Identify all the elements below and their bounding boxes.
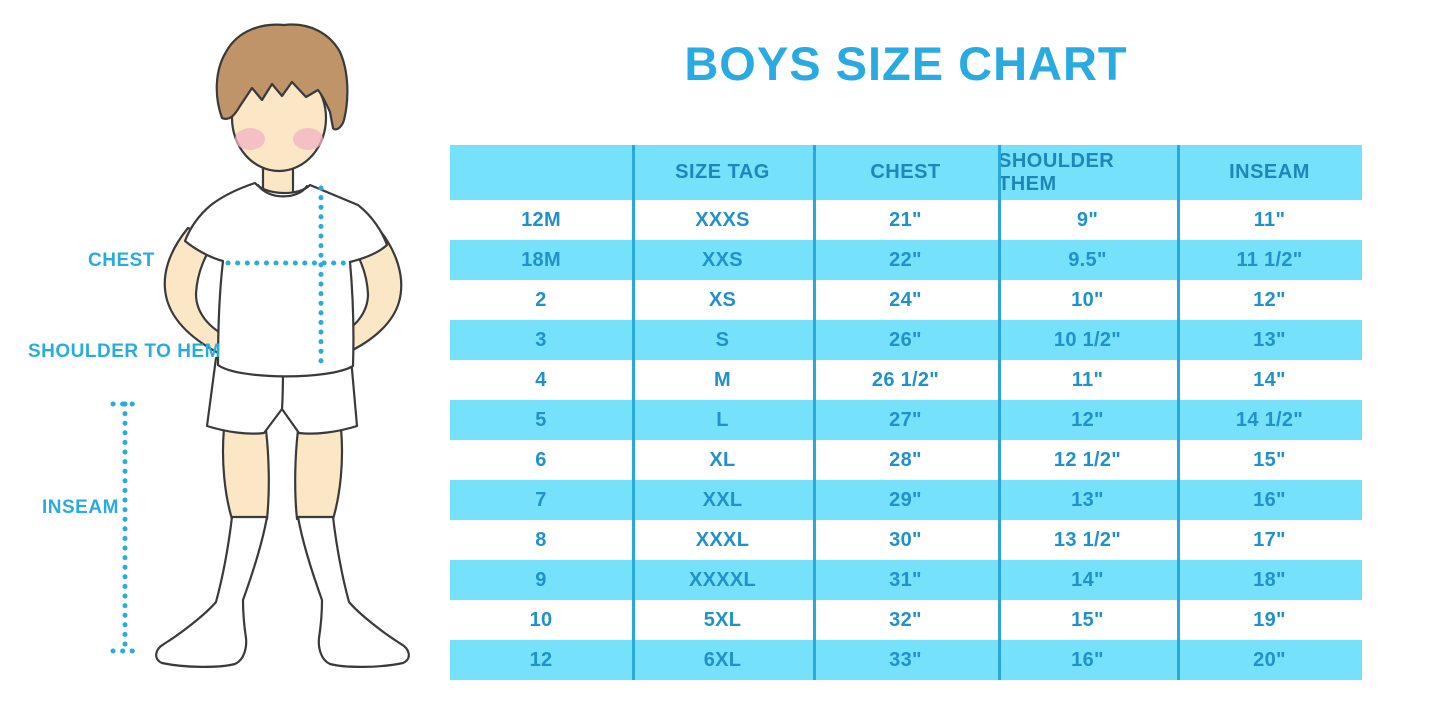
blush-left bbox=[235, 128, 265, 150]
boy-left-sock bbox=[155, 515, 269, 668]
size-cell: 6 bbox=[535, 448, 547, 471]
value-cell: 12" bbox=[1253, 288, 1286, 311]
table-row: 3 S 26" 10 1/2" 13" bbox=[450, 320, 1362, 360]
table-row: 12M XXXS 21" 9" 11" bbox=[450, 200, 1362, 240]
header-cell bbox=[450, 145, 632, 200]
value-cell: 14" bbox=[1071, 568, 1104, 591]
boy-illustration bbox=[110, 23, 410, 668]
value-cell: XS bbox=[708, 288, 737, 311]
size-cell: 7 bbox=[535, 488, 547, 511]
value-cell: 10" bbox=[1071, 288, 1104, 311]
size-cell: 12 bbox=[529, 648, 553, 671]
blush-right bbox=[293, 128, 323, 150]
table-row: 4 M 26 1/2" 11" 14" bbox=[450, 360, 1362, 400]
column-separator bbox=[813, 145, 816, 680]
header-cell: SIZE TAG bbox=[675, 161, 770, 183]
value-cell: 26" bbox=[889, 328, 922, 351]
table-row: 8 XXXL 30" 13 1/2" 17" bbox=[450, 520, 1362, 560]
value-cell: 13" bbox=[1253, 328, 1286, 351]
header-row: SIZE TAG CHEST SHOULDER THEM INSEAM bbox=[450, 145, 1362, 200]
value-cell: 20" bbox=[1253, 648, 1286, 671]
header-cell: SHOULDER THEM bbox=[998, 149, 1115, 195]
value-cell: 13" bbox=[1071, 488, 1104, 511]
value-cell: 5XL bbox=[703, 608, 742, 631]
column-separator bbox=[998, 145, 1001, 680]
value-cell: 22" bbox=[889, 248, 922, 271]
value-cell: L bbox=[716, 408, 729, 431]
value-cell: 18" bbox=[1253, 568, 1286, 591]
value-cell: 33" bbox=[889, 648, 922, 671]
value-cell: 27" bbox=[889, 408, 922, 431]
shoulder-to-hem-label: SHOULDER TO HEM bbox=[28, 341, 221, 362]
size-cell: 10 bbox=[529, 608, 553, 631]
value-cell: 31" bbox=[889, 568, 922, 591]
value-cell: 16" bbox=[1071, 648, 1104, 671]
value-cell: 12" bbox=[1071, 408, 1104, 431]
shirt-collar bbox=[256, 183, 309, 198]
table-row: 2 XS 24" 10" 12" bbox=[450, 280, 1362, 320]
value-cell: XXS bbox=[702, 248, 743, 271]
inseam-label: INSEAM bbox=[42, 497, 119, 518]
value-cell: 11" bbox=[1253, 208, 1286, 231]
size-cell: 8 bbox=[535, 528, 547, 551]
value-cell: 32" bbox=[889, 608, 922, 631]
size-cell: 4 bbox=[535, 368, 547, 391]
value-cell: 6XL bbox=[703, 648, 742, 671]
size-cell: 9 bbox=[535, 568, 547, 591]
value-cell: 15" bbox=[1071, 608, 1104, 631]
value-cell: 12 1/2" bbox=[1053, 448, 1122, 471]
chest-label: CHEST bbox=[88, 250, 155, 271]
boy-right-sock bbox=[296, 515, 410, 668]
header-cell: CHEST bbox=[870, 161, 941, 183]
value-cell: 16" bbox=[1253, 488, 1286, 511]
value-cell: 11" bbox=[1071, 368, 1104, 391]
boy-shirt bbox=[183, 181, 389, 378]
value-cell: 17" bbox=[1253, 528, 1286, 551]
value-cell: 14 1/2" bbox=[1235, 408, 1304, 431]
value-cell: XXXXL bbox=[688, 568, 757, 591]
value-cell: 28" bbox=[889, 448, 922, 471]
boy-left-leg bbox=[221, 426, 270, 521]
table-row: 9 XXXXL 31" 14" 18" bbox=[450, 560, 1362, 600]
value-cell: 21" bbox=[889, 208, 922, 231]
boy-right-leg bbox=[294, 426, 344, 521]
size-cell: 18M bbox=[521, 248, 561, 271]
table-row: 5 L 27" 12" 14 1/2" bbox=[450, 400, 1362, 440]
value-cell: 14" bbox=[1253, 368, 1286, 391]
value-cell: 9.5" bbox=[1068, 248, 1107, 271]
value-cell: 10 1/2" bbox=[1053, 328, 1122, 351]
table-row: 12 6XL 33" 16" 20" bbox=[450, 640, 1362, 680]
value-cell: 24" bbox=[889, 288, 922, 311]
value-cell: 26 1/2" bbox=[871, 368, 940, 391]
size-cell: 12M bbox=[521, 208, 561, 231]
size-cell: 3 bbox=[535, 328, 547, 351]
value-cell: 13 1/2" bbox=[1053, 528, 1122, 551]
table-row: 18M XXS 22" 9.5" 11 1/2" bbox=[450, 240, 1362, 280]
table-row: 6 XL 28" 12 1/2" 15" bbox=[450, 440, 1362, 480]
column-separator bbox=[1177, 145, 1180, 680]
value-cell: XXXL bbox=[695, 528, 750, 551]
value-cell: XXL bbox=[702, 488, 743, 511]
column-separator bbox=[632, 145, 635, 680]
size-table: SIZE TAG CHEST SHOULDER THEM INSEAM 12M XXXS 2… bbox=[450, 145, 1362, 680]
size-cell: 2 bbox=[535, 288, 547, 311]
value-cell: 15" bbox=[1253, 448, 1286, 471]
value-cell: XXXS bbox=[695, 208, 750, 231]
value-cell: S bbox=[715, 328, 730, 351]
table-row: 10 5XL 32" 15" 19" bbox=[450, 600, 1362, 640]
table-row: 7 XXL 29" 13" 16" bbox=[450, 480, 1362, 520]
value-cell: M bbox=[714, 368, 731, 391]
value-cell: 29" bbox=[889, 488, 922, 511]
size-cell: 5 bbox=[535, 408, 547, 431]
value-cell: 9" bbox=[1076, 208, 1099, 231]
value-cell: 30" bbox=[889, 528, 922, 551]
header-cell: INSEAM bbox=[1229, 161, 1310, 183]
value-cell: 19" bbox=[1253, 608, 1286, 631]
value-cell: XL bbox=[709, 448, 736, 471]
page-title: BOYS SIZE CHART bbox=[684, 37, 1128, 90]
value-cell: 11 1/2" bbox=[1236, 248, 1303, 271]
boy-hair bbox=[215, 23, 349, 131]
